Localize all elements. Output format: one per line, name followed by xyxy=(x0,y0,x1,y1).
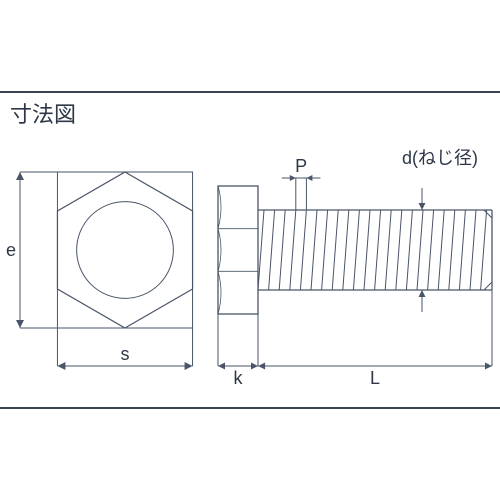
label-s: s xyxy=(121,344,130,364)
label-d: d(ねじ径) xyxy=(402,148,478,168)
threads xyxy=(258,210,487,290)
label-L: L xyxy=(370,368,380,388)
hex-head-front xyxy=(57,172,192,328)
bolt-head-side xyxy=(218,186,258,314)
inscribed-circle xyxy=(77,202,174,299)
label-P: P xyxy=(295,156,307,176)
bolt-dimension-diagram: 寸法図 e s k L Pd(ねじ径) xyxy=(0,0,500,500)
hex-bounding-box xyxy=(57,172,192,328)
label-k: k xyxy=(234,368,244,388)
label-e: e xyxy=(6,240,16,260)
diagram-title: 寸法図 xyxy=(10,102,76,127)
